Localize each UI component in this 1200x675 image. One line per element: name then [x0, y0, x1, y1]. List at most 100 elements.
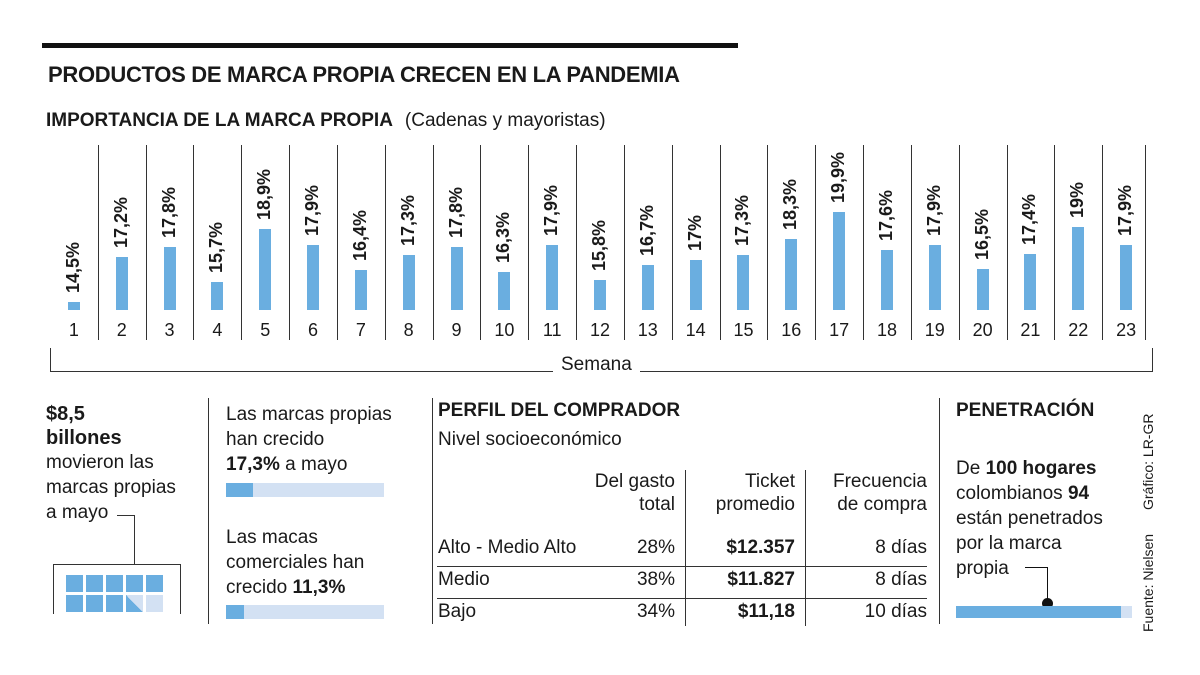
money-amount: $8,5 — [46, 403, 85, 425]
column-separator — [1102, 145, 1104, 340]
column-separator — [576, 145, 578, 340]
x-tick-label: 19 — [924, 320, 945, 340]
money-unit: billones — [46, 427, 122, 449]
money-block: $8,5 billones movieron las marcas propia… — [46, 402, 206, 525]
bar-week-10 — [498, 271, 511, 310]
bar-week-19 — [928, 245, 941, 310]
column-separator — [1145, 145, 1146, 340]
data-label: 16,5% — [971, 208, 992, 260]
x-tick-label: 17 — [829, 320, 850, 340]
column-separator — [193, 145, 195, 340]
source-credit: Fuente: Nielsen — [1140, 533, 1156, 632]
x-tick-label: 13 — [637, 320, 658, 340]
x-axis-label: Semana — [553, 354, 640, 376]
chart-title: IMPORTANCIA DE LA MARCA PROPIA — [46, 110, 393, 131]
money-cell — [106, 575, 123, 592]
data-label: 15,7% — [206, 221, 227, 273]
bar-week-6 — [307, 245, 320, 310]
bar-week-7 — [354, 270, 367, 310]
chart-subtitle: IMPORTANCIA DE LA MARCA PROPIA (Cadenas y… — [46, 110, 606, 132]
money-cell — [66, 575, 83, 592]
growth-text: han crecido — [226, 429, 325, 450]
x-tick-label: 8 — [403, 320, 414, 340]
bar-week-11 — [546, 245, 559, 310]
bar-week-9 — [450, 246, 463, 310]
x-tick-label: 1 — [68, 320, 79, 340]
growth-bar-commercial — [226, 605, 384, 619]
money-cell — [126, 595, 143, 612]
bar-week-15 — [737, 255, 750, 310]
x-tick-label: 6 — [308, 320, 319, 340]
leader-line — [134, 515, 135, 565]
bar-week-5 — [259, 228, 272, 310]
bar-week-18 — [880, 250, 893, 310]
bar-week-2 — [115, 256, 128, 310]
data-label: 16,7% — [636, 205, 657, 257]
col-header-frequency: Frecuencia de compra — [833, 471, 927, 515]
frequency-value: 8 días — [875, 569, 927, 590]
money-cell — [146, 575, 163, 592]
row-label: Alto - Medio Alto — [438, 537, 577, 558]
ticket-value: $12.357 — [726, 537, 795, 558]
x-tick-label: 16 — [781, 320, 802, 340]
money-cell — [86, 595, 103, 612]
growth-text: Las marcas propias — [226, 404, 392, 425]
row-label: Medio — [438, 569, 490, 590]
x-tick-label: 3 — [164, 320, 175, 340]
frequency-value: 8 días — [875, 537, 927, 558]
growth-value: 17,3% — [226, 454, 280, 475]
data-label: 17,4% — [1019, 193, 1040, 245]
growth-text: Las macas — [226, 527, 318, 548]
data-label: 16,4% — [349, 210, 370, 262]
column-separator — [480, 145, 482, 340]
page-title: PRODUCTOS DE MARCA PROPIA CRECEN EN LA P… — [48, 62, 680, 87]
spend-value: 34% — [636, 601, 675, 622]
data-label: 19% — [1067, 181, 1088, 218]
column-separator — [145, 145, 147, 340]
column-separator — [1054, 145, 1056, 340]
x-tick-label: 11 — [542, 320, 562, 340]
col-header-spend: Del gasto total — [594, 471, 675, 515]
x-tick-label: 23 — [1116, 320, 1137, 340]
bar-week-23 — [1120, 245, 1133, 310]
bar-week-4 — [211, 281, 224, 310]
x-tick-label: 15 — [733, 320, 754, 340]
money-cell — [86, 575, 103, 592]
leader-line — [1025, 567, 1048, 568]
x-tick-label: 18 — [876, 320, 897, 340]
column-separator — [528, 145, 530, 340]
bar-week-13 — [641, 265, 654, 310]
col-header-ticket: Ticket promedio — [715, 471, 795, 515]
penetration-title: PENETRACIÓN — [956, 400, 1095, 421]
bar-week-12 — [594, 280, 606, 310]
leader-line — [1047, 567, 1048, 602]
bar-week-3 — [163, 246, 176, 310]
money-box-icon — [53, 564, 181, 614]
row-label: Bajo — [438, 601, 477, 622]
column-separator — [815, 145, 817, 340]
money-text: movieron las — [46, 452, 154, 473]
x-tick-label: 12 — [589, 320, 611, 340]
x-tick-label: 10 — [494, 320, 515, 340]
money-text: a mayo — [46, 502, 109, 523]
bar-week-1 — [67, 301, 80, 310]
money-text: marcas propias — [46, 477, 176, 498]
column-separator — [671, 145, 673, 340]
divider — [208, 398, 209, 624]
graphic-credit: Gráfico: LR-GR — [1140, 413, 1156, 510]
data-label: 17,9% — [541, 185, 562, 237]
profile-subtitle: Nivel socioeconómico — [438, 429, 622, 450]
penetration-text: De 100 hogares colombianos 94 están pene… — [956, 458, 1103, 579]
growth-block-commercial: Las macas comerciales han crecido 11,3% — [226, 525, 364, 600]
data-label: 18,3% — [780, 178, 801, 230]
bar-week-14 — [689, 260, 702, 310]
table-divider — [805, 470, 806, 626]
money-cell — [146, 595, 163, 612]
profile-title: PERFIL DEL COMPRADOR — [438, 400, 681, 421]
top-rule — [42, 43, 738, 48]
x-tick-label: 21 — [1020, 320, 1041, 340]
data-label: 17,9% — [302, 185, 323, 237]
bar-week-8 — [402, 255, 415, 310]
column-separator — [336, 145, 338, 340]
data-label: 17% — [684, 215, 705, 252]
